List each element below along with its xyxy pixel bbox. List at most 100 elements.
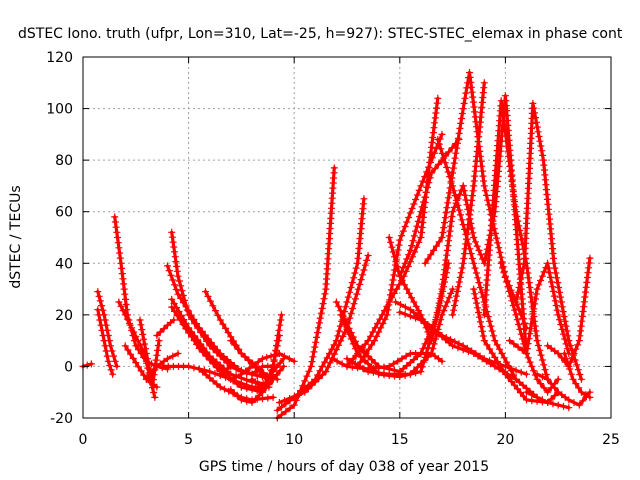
data-point (417, 350, 425, 357)
data-point (396, 308, 404, 316)
data-point (542, 371, 550, 378)
data-point (586, 254, 594, 262)
data-point (452, 149, 460, 157)
data-point (96, 297, 104, 305)
data-point (204, 292, 212, 300)
data-point (177, 294, 185, 302)
data-point (429, 345, 437, 353)
data-point (270, 357, 278, 365)
data-point (413, 191, 421, 199)
data-point (190, 315, 198, 323)
data-point (176, 316, 184, 324)
data-point (381, 315, 389, 323)
data-point (398, 268, 406, 276)
data-point (458, 264, 466, 272)
data-point (137, 367, 145, 375)
data-point (454, 139, 461, 147)
data-point (206, 356, 214, 364)
data-point (202, 288, 209, 296)
data-point (424, 353, 432, 361)
data-point (354, 362, 362, 370)
data-point (346, 314, 354, 322)
data-point (510, 193, 518, 201)
data-point (469, 93, 477, 101)
data-point (498, 102, 506, 110)
data-point (358, 344, 366, 352)
data-point (330, 350, 338, 358)
data-point (583, 278, 591, 286)
data-point (351, 295, 359, 303)
data-point (98, 326, 106, 334)
data-point (154, 346, 162, 354)
data-point (128, 324, 136, 332)
data-point (178, 287, 186, 295)
y-tick-label: 40 (55, 256, 73, 272)
data-point (421, 340, 429, 348)
data-point (434, 94, 442, 102)
data-point (509, 183, 517, 190)
data-point (406, 209, 414, 217)
data-point (392, 298, 400, 306)
data-point (472, 294, 480, 302)
data-point (286, 394, 294, 402)
data-point (141, 340, 148, 348)
data-point (458, 115, 465, 122)
data-point (513, 293, 521, 301)
data-point (436, 294, 444, 302)
data-point (511, 381, 518, 389)
data-point (518, 236, 526, 244)
data-point (261, 379, 269, 387)
y-tick-label: 80 (55, 153, 73, 169)
data-point (477, 251, 485, 259)
data-point (234, 393, 242, 400)
data-point (565, 404, 573, 412)
data-point (529, 99, 537, 107)
data-point (103, 352, 111, 360)
data-point (301, 388, 309, 396)
data-point (121, 290, 129, 298)
data-point (519, 381, 527, 389)
data-point (276, 321, 284, 329)
data-point (507, 292, 515, 300)
data-point (401, 310, 409, 318)
data-point (421, 173, 429, 181)
data-point (330, 164, 338, 172)
data-point (405, 214, 413, 221)
data-point (137, 321, 145, 329)
data-point (405, 251, 413, 259)
data-point (462, 89, 470, 97)
data-point (199, 348, 207, 356)
data-point (480, 259, 488, 267)
data-point (553, 274, 561, 282)
data-point (87, 360, 95, 368)
data-point (472, 350, 480, 357)
data-point (470, 259, 478, 267)
data-point (469, 229, 477, 237)
data-point (206, 374, 214, 382)
data-point (494, 239, 502, 247)
data-point (96, 316, 104, 324)
data-point (438, 130, 446, 138)
plot-frame (82, 56, 612, 419)
data-point (463, 230, 471, 238)
data-point (415, 238, 423, 246)
data-point (437, 290, 445, 298)
data-point (303, 372, 311, 380)
data-point (551, 264, 559, 272)
data-point (402, 352, 410, 360)
data-point (511, 306, 519, 314)
data-point (360, 195, 368, 203)
data-point (321, 290, 329, 298)
data-point (438, 285, 446, 293)
data-point (550, 292, 558, 300)
data-point (475, 309, 482, 316)
data-point (526, 330, 534, 338)
data-point (341, 321, 349, 328)
data-point (493, 341, 501, 349)
data-point (511, 198, 519, 206)
data-point (153, 332, 161, 339)
data-point (433, 309, 441, 316)
data-point (411, 248, 419, 256)
data-point (335, 327, 343, 335)
data-point (273, 342, 281, 350)
